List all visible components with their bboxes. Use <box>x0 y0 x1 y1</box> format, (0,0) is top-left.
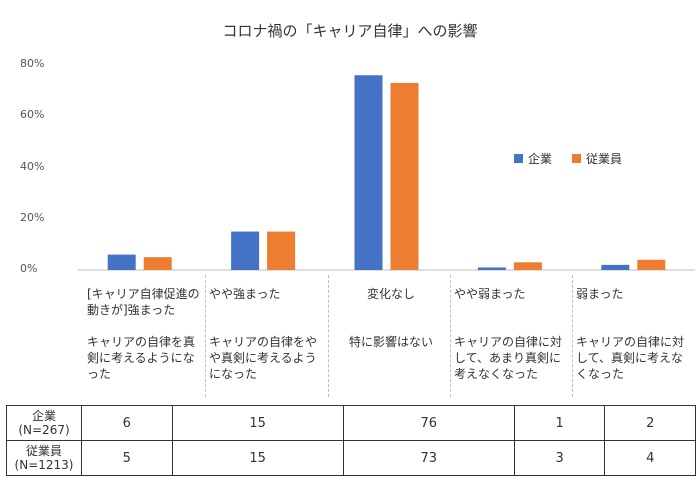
category-label: やや弱まった <box>454 287 526 301</box>
column-separator <box>450 275 451 397</box>
table-cell: 4 <box>604 440 696 476</box>
legend-item-company: 企業 <box>514 150 552 167</box>
table-cell: 2 <box>604 405 696 441</box>
table-cell: 15 <box>171 440 344 476</box>
category-label: 変化なし <box>366 287 415 301</box>
table-cell: 5 <box>81 440 173 476</box>
category-4: 弱まったキャリアの自律に対して、真剣に考えなくなった <box>576 286 694 382</box>
y-tick-label: 20% <box>20 210 45 224</box>
bar-company-2 <box>354 75 383 270</box>
column-separator <box>205 275 206 397</box>
bar-company-3 <box>477 267 506 270</box>
bar-employee-2 <box>390 82 419 270</box>
category-label: [キャリア自律促進の動きが]強まった <box>87 287 200 317</box>
y-tick-label: 80% <box>20 57 45 70</box>
row-header: 従業員 (N=1213) <box>6 440 82 476</box>
chart-title: コロナ禍の「キャリア自律」への影響 <box>222 22 478 40</box>
legend-item-employee: 従業員 <box>572 150 622 167</box>
column-separator <box>328 275 329 397</box>
category-description: キャリアの自律を真剣に考えるようになった <box>87 335 196 381</box>
bar-employee-4 <box>637 259 666 270</box>
legend-swatch-employee <box>572 154 582 163</box>
row-header: 企業 (N=267) <box>6 405 82 441</box>
bar-company-0 <box>107 254 136 270</box>
table-row: 従業員 (N=1213) 5 15 73 3 4 <box>6 440 696 476</box>
data-table: 企業 (N=267) 6 15 76 1 2 従業員 (N=1213) 5 15 73 3 4 <box>6 405 696 476</box>
y-tick-label: 60% <box>20 108 45 122</box>
bar-employee-3 <box>513 262 542 270</box>
category-description: キャリアの自律に対して、真剣に考えなくなった <box>576 335 685 381</box>
category-description: キャリアの自律をやや真剣に考えるようになった <box>209 335 318 381</box>
table-cell: 76 <box>342 405 515 441</box>
legend-label-company: 企業 <box>528 152 553 166</box>
bar-company-1 <box>231 231 260 270</box>
category-label: やや強まった <box>209 287 281 301</box>
category-0: [キャリア自律促進の動きが]強まったキャリアの自律を真剣に考えるようになった <box>87 286 205 382</box>
column-separator <box>572 275 573 397</box>
table-row: 企業 (N=267) 6 15 76 1 2 <box>6 405 696 441</box>
y-tick-label: 40% <box>20 159 45 173</box>
bar-company-4 <box>601 264 630 270</box>
legend: 企業 従業員 <box>514 150 636 167</box>
legend-label-employee: 従業員 <box>586 152 623 166</box>
table-cell: 73 <box>342 440 515 476</box>
bar-employee-1 <box>267 231 296 270</box>
category-description: キャリアの自律に対して、あまり真剣に考えなくなった <box>454 335 563 381</box>
category-description: 特に影響はない <box>348 335 433 349</box>
category-1: やや強まったキャリアの自律をやや真剣に考えるようになった <box>209 286 327 382</box>
y-tick-label: 0% <box>20 262 38 275</box>
table-cell: 1 <box>513 405 606 441</box>
category-2: 変化なし特に影響はない <box>332 286 450 350</box>
table-cell: 3 <box>513 440 606 476</box>
table-cell: 15 <box>171 405 344 441</box>
bar-employee-0 <box>143 257 172 270</box>
legend-swatch-company <box>514 154 523 163</box>
table-cell: 6 <box>81 405 173 441</box>
category-label: 弱まった <box>576 287 624 301</box>
category-3: やや弱まったキャリアの自律に対して、あまり真剣に考えなくなった <box>454 286 572 382</box>
